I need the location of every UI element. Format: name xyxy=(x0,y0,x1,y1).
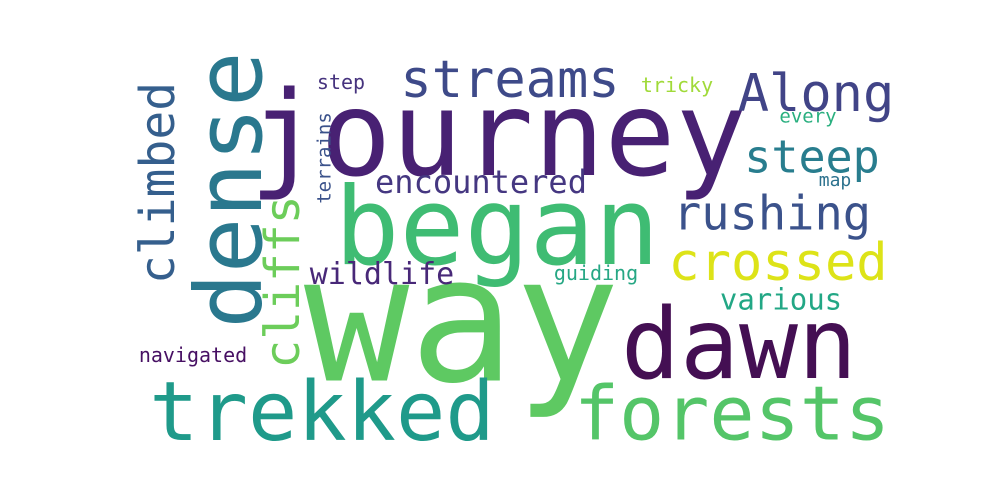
word-dawn: dawn xyxy=(620,288,858,402)
word-various: various xyxy=(719,282,843,317)
word-tricky: tricky xyxy=(640,73,714,97)
word-step: step xyxy=(316,70,366,94)
word-encountered: encountered xyxy=(375,163,587,201)
word-journey: journey xyxy=(249,65,747,203)
word-rushing: rushing xyxy=(672,186,872,242)
word-streams: streams xyxy=(400,50,620,110)
word-cliffs: cliffs xyxy=(255,195,311,369)
word-trekked: trekked xyxy=(149,365,495,460)
word-along: Along xyxy=(737,64,895,124)
word-wildlife: wildlife xyxy=(309,257,455,292)
word-way: way xyxy=(303,219,621,423)
word-climbed: climbed xyxy=(130,81,186,285)
word-steep: steep xyxy=(744,130,880,184)
word-crossed: crossed xyxy=(668,233,888,293)
word-every: every xyxy=(779,105,837,128)
word-navigated: navigated xyxy=(138,343,248,367)
word-map: map xyxy=(818,170,852,191)
word-forests: forests xyxy=(573,369,891,458)
word-terrains: terrains xyxy=(313,112,336,204)
word-began: began xyxy=(334,165,660,290)
word-guiding: guiding xyxy=(553,261,639,285)
